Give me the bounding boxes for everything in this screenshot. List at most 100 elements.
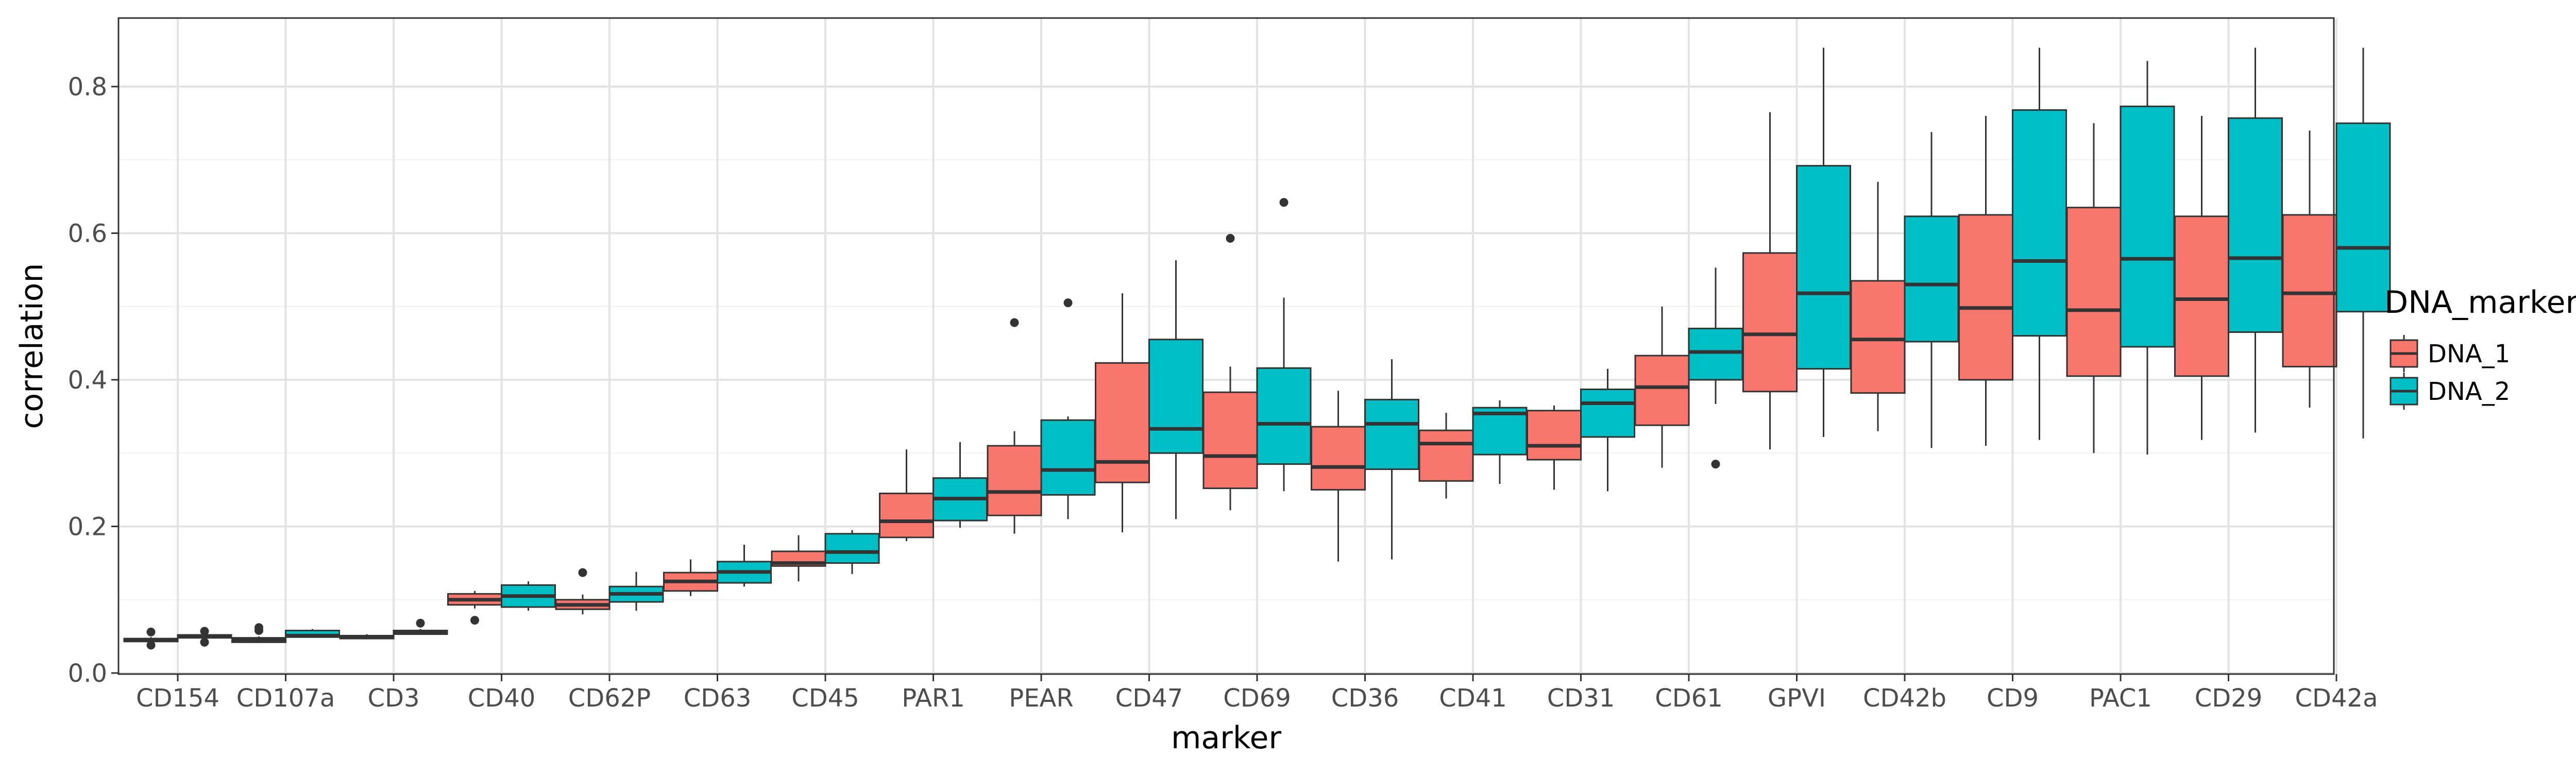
box-CD31-DNA_1	[1527, 405, 1582, 490]
box-body	[1796, 165, 1851, 370]
x-tick-label: CD29	[2195, 684, 2263, 713]
x-tick-label: CD61	[1655, 684, 1723, 713]
box-GPVI-DNA_2	[1796, 47, 1851, 437]
box-body	[1418, 429, 1474, 482]
box-body	[1850, 280, 1906, 394]
x-tick-label: CD31	[1547, 684, 1615, 713]
box-CD9-DNA_2	[2012, 47, 2067, 440]
legend-item-DNA_1: DNA_1	[2389, 335, 2510, 372]
x-tick-label: CD69	[1223, 684, 1291, 713]
box-body	[879, 492, 934, 539]
box-body	[2120, 105, 2175, 348]
box-CD31-DNA_2	[1580, 368, 1635, 492]
box-CD36-DNA_2	[1364, 359, 1419, 560]
box-body	[1958, 214, 2013, 381]
x-tick-label: CD42b	[1863, 684, 1946, 713]
box-PAC1-DNA_1	[2066, 123, 2122, 453]
box-body	[1148, 339, 1204, 454]
outlier-point	[1711, 460, 1720, 469]
x-tick-label: CD40	[468, 684, 536, 713]
x-tick-label: CD63	[684, 684, 752, 713]
box-layer	[123, 47, 2391, 650]
box-CD3-DNA_1	[339, 634, 395, 640]
box-body	[1634, 355, 1690, 426]
outlier-point	[470, 616, 479, 625]
box-body	[1202, 391, 1258, 490]
box-CD42b-DNA_2	[1904, 132, 1959, 448]
box-CD42a-DNA_2	[2335, 47, 2391, 439]
x-tick-label: CD154	[136, 684, 219, 713]
legend-item-DNA_2: DNA_2	[2389, 373, 2510, 410]
y-tick-label: 0.8	[68, 73, 107, 102]
legend-title: DNA_marker	[2384, 284, 2576, 321]
box-body	[2335, 122, 2391, 313]
y-tick-label: 0.6	[68, 220, 107, 248]
x-tick-label: PAC1	[2089, 684, 2152, 713]
x-tick-label: CD45	[791, 684, 859, 713]
legend: DNA_marker DNA_1 DNA_2	[2384, 284, 2576, 410]
box-CD29-DNA_1	[2174, 115, 2229, 440]
x-tick-label: CD41	[1439, 684, 1507, 713]
box-body	[1095, 362, 1150, 483]
box-body	[1904, 215, 1959, 343]
y-axis: 0.0 0.2 0.4 0.6 0.8	[68, 73, 118, 688]
legend-items: DNA_1 DNA_2	[2389, 335, 2510, 410]
outlier-point	[1010, 318, 1019, 327]
box-CD154-DNA_2	[177, 627, 232, 647]
box-CD40-DNA_2	[501, 581, 556, 611]
x-tick-label: CD36	[1331, 684, 1399, 713]
y-tick-label: 0.2	[68, 513, 107, 542]
box-CD45-DNA_1	[771, 535, 826, 582]
box-body	[1580, 388, 1635, 438]
box-PAR1-DNA_1	[879, 449, 934, 541]
box-GPVI-DNA_1	[1742, 112, 1798, 450]
outlier-point	[146, 627, 156, 636]
box-body	[2174, 215, 2229, 377]
y-tick-label: 0.4	[68, 366, 107, 395]
outlier-point	[1063, 298, 1073, 308]
box-body	[2066, 207, 2122, 377]
box-CD29-DNA_2	[2228, 47, 2283, 433]
box-CD36-DNA_1	[1311, 391, 1366, 562]
panel-border	[117, 17, 2335, 675]
legend-label: DNA_1	[2428, 340, 2510, 368]
y-tick-label: 0.0	[68, 659, 107, 688]
box-CD107a-DNA_1	[231, 623, 286, 643]
box-body	[987, 445, 1042, 516]
y-axis-title: correlation	[14, 263, 50, 429]
outlier-point	[1226, 233, 1235, 243]
box-body	[2228, 117, 2283, 333]
box-CD63-DNA_1	[663, 559, 718, 596]
x-axis: CD154 CD107a CD3 CD40 CD62P CD63 CD45 PAR1 PEAR C…	[136, 674, 2378, 713]
box-CD62P-DNA_2	[608, 572, 664, 611]
x-tick-label: CD9	[1987, 684, 2039, 713]
box-CD69-DNA_2	[1256, 198, 1312, 492]
outlier-point	[200, 637, 209, 647]
box-CD40-DNA_1	[447, 591, 502, 625]
box-CD63-DNA_2	[717, 545, 772, 587]
box-CD3-DNA_2	[393, 618, 448, 635]
x-tick-label: CD3	[367, 684, 419, 713]
box-body	[1472, 407, 1528, 456]
box-CD107a-DNA_2	[285, 629, 340, 638]
box-body	[1527, 410, 1582, 461]
outlier-point	[416, 618, 425, 628]
box-PAR1-DNA_2	[933, 442, 988, 528]
x-axis-title: marker	[1171, 720, 1281, 756]
box-body	[1256, 367, 1312, 465]
outlier-point	[146, 641, 156, 650]
x-tick-label: GPVI	[1768, 684, 1826, 713]
outlier-point	[578, 568, 587, 577]
outlier-point	[1279, 198, 1289, 207]
box-body	[824, 533, 880, 564]
box-CD41-DNA_1	[1418, 413, 1474, 499]
box-body	[2282, 214, 2337, 367]
major-gridlines	[118, 18, 2337, 674]
box-CD61-DNA_1	[1634, 306, 1690, 468]
box-body	[1742, 252, 1798, 393]
box-CD47-DNA_2	[1148, 260, 1204, 519]
box-body	[1040, 419, 1096, 496]
x-tick-label: CD107a	[236, 684, 335, 713]
outlier-point	[255, 623, 263, 632]
